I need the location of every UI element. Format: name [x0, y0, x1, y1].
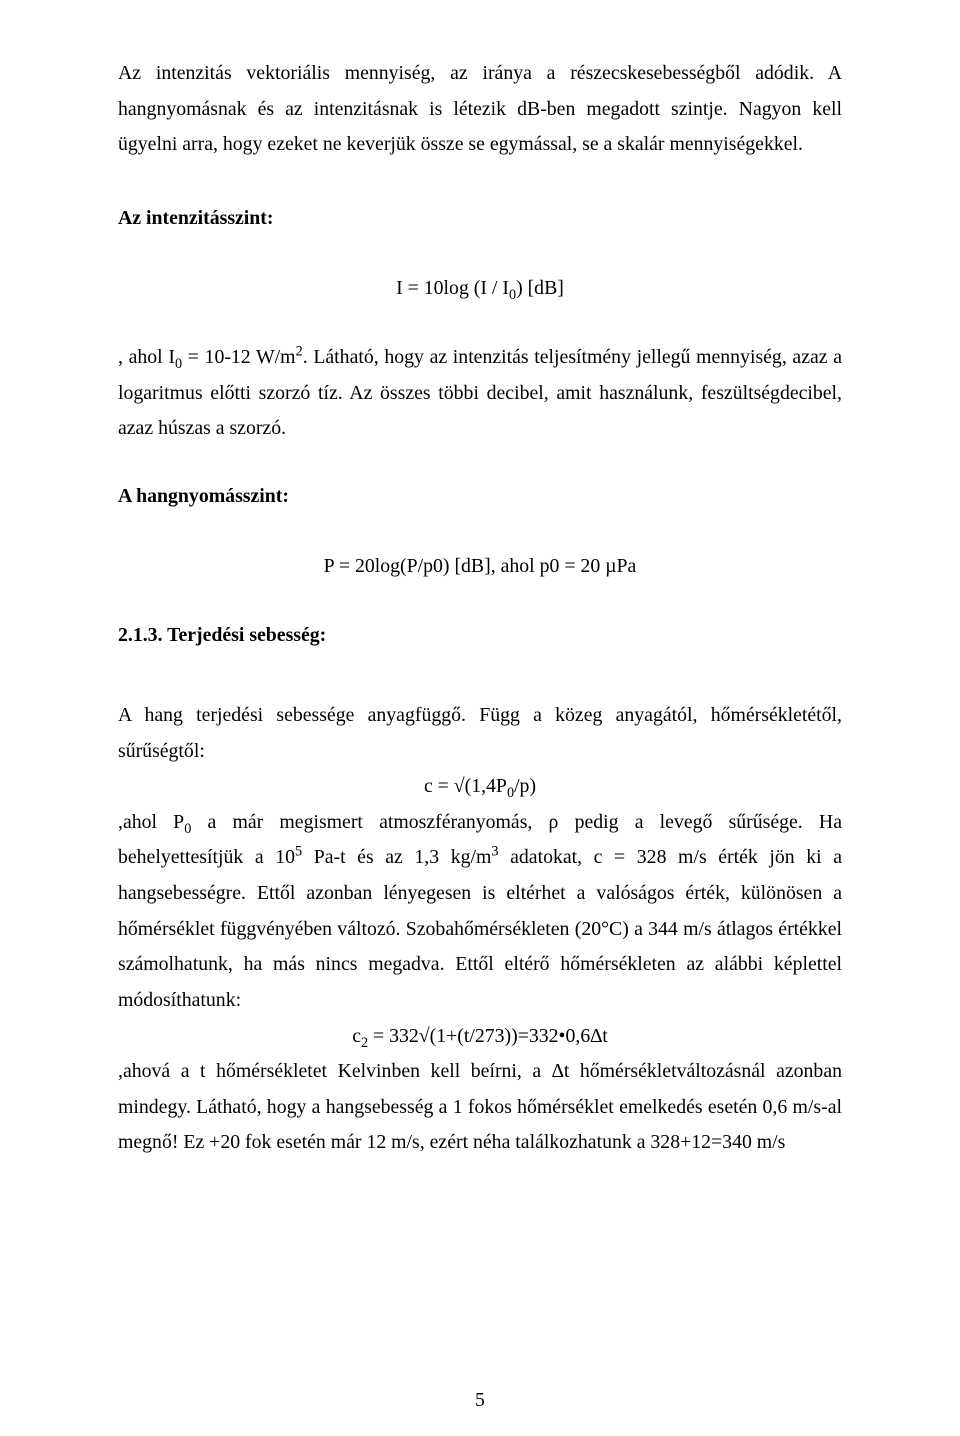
paragraph-intensity-expl: , ahol I0 = 10-12 W/m2. Látható, hogy az…	[118, 340, 842, 447]
heading-soundpressure-level: A hangnyomásszint:	[118, 479, 842, 515]
formula-intensity: I = 10log (I / I0) [dB]	[118, 271, 842, 307]
document-page: Az intenzitás vektoriális mennyiség, az …	[0, 0, 960, 1436]
spacer	[118, 447, 842, 479]
paragraph-speed-expl: ,ahol P0 a már megismert atmoszféranyomá…	[118, 805, 842, 1019]
paragraph-speed-tail: ,ahová a t hőmérsékletet Kelvinben kell …	[118, 1054, 842, 1161]
formula-soundpressure: P = 20log(P/p0) [dB], ahol p0 = 20 µPa	[118, 549, 842, 585]
heading-intensity-level: Az intenzitásszint:	[118, 201, 842, 237]
spacer	[118, 688, 842, 698]
formula-speed-c2: c2 = 332√(1+(t/273))=332•0,6∆t	[118, 1019, 842, 1055]
formula-speed-c: c = √(1,4P0/p)	[118, 769, 842, 805]
paragraph-intro: Az intenzitás vektoriális mennyiség, az …	[118, 56, 842, 163]
page-number: 5	[0, 1389, 960, 1412]
heading-propagation-speed: 2.1.3. Terjedési sebesség:	[118, 618, 842, 654]
paragraph-speed-intro: A hang terjedési sebessége anyagfüggő. F…	[118, 698, 842, 769]
